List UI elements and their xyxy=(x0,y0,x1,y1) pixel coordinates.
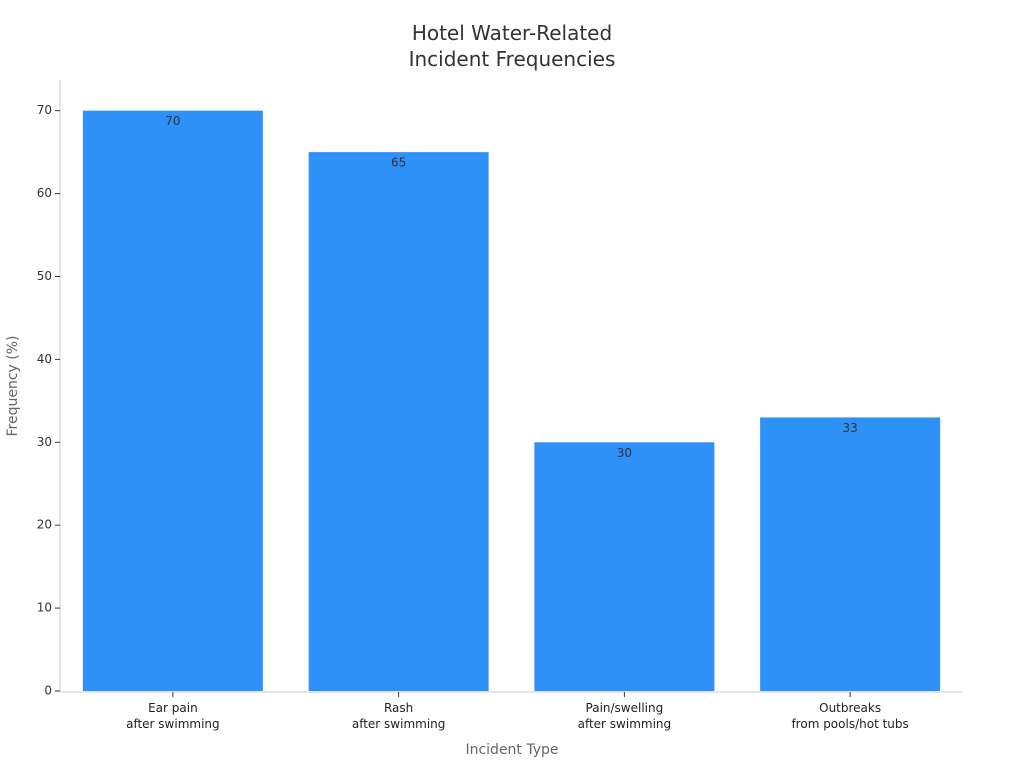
x-tick-label: Rash after swimming xyxy=(351,701,446,731)
bar xyxy=(308,152,489,691)
value-label: 33 xyxy=(842,421,857,435)
value-label: 65 xyxy=(391,156,406,170)
y-tick-label: 70 xyxy=(37,103,52,117)
x-tick-label: Pain/swelling after swimming xyxy=(577,701,672,731)
bar xyxy=(534,442,715,691)
x-axis-label: Incident Type xyxy=(465,742,558,758)
y-tick-label: 20 xyxy=(37,518,52,532)
bar xyxy=(760,417,941,691)
y-tick-label: 10 xyxy=(37,601,52,615)
y-tick-label: 0 xyxy=(44,684,52,698)
y-tick-label: 30 xyxy=(37,435,52,449)
value-label: 70 xyxy=(165,114,180,128)
chart-title: Hotel Water-Related Incident Frequencies xyxy=(408,21,616,71)
y-tick-label: 40 xyxy=(37,352,52,366)
y-tick-label: 50 xyxy=(37,269,52,283)
x-tick-label: Outbreaks from pools/hot tubs xyxy=(791,701,909,731)
value-label: 30 xyxy=(617,446,632,460)
y-tick-label: 60 xyxy=(37,186,52,200)
x-tick-label: Ear pain after swimming xyxy=(126,701,220,731)
y-axis-label: Frequency (%) xyxy=(5,335,21,436)
bar xyxy=(82,110,263,691)
